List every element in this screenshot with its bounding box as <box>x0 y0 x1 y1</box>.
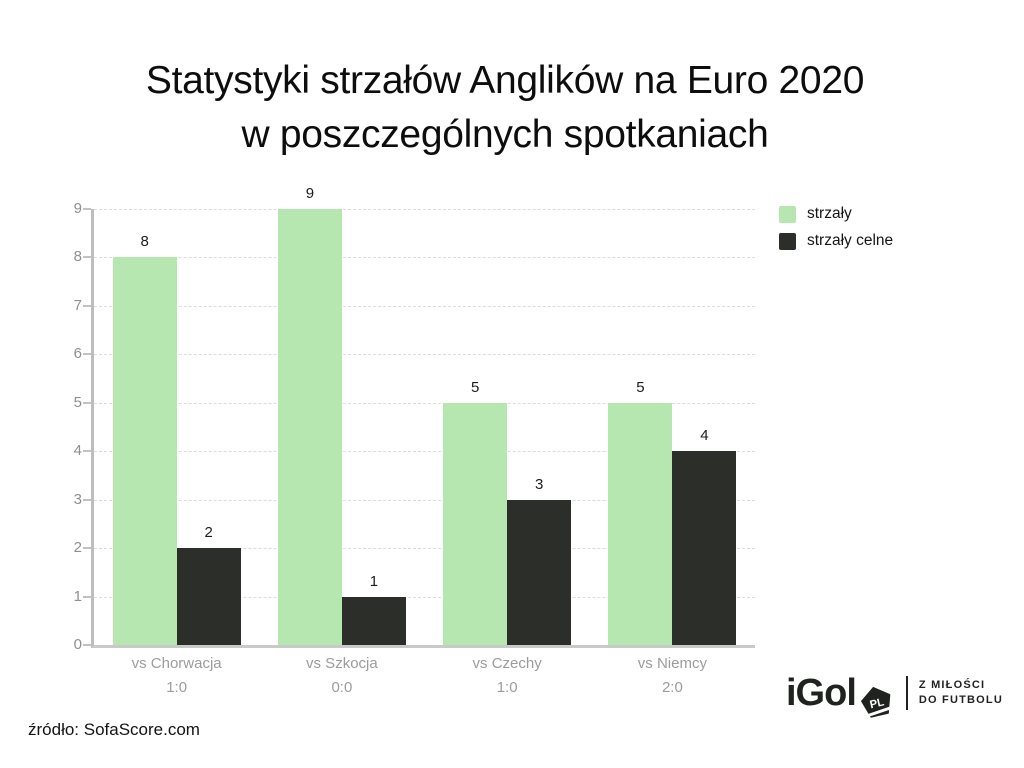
bar-value-label: 1 <box>369 572 379 590</box>
score-label: 0:0 <box>331 679 353 696</box>
gridline-7 <box>94 305 755 307</box>
y-tick-mark-8 <box>83 256 91 259</box>
y-tick-label-3: 3 <box>73 490 82 508</box>
bar-value-label: 5 <box>636 378 645 396</box>
brand-tagline-line1: Z MIŁOŚCI <box>918 679 986 691</box>
x-axis-label-4: vs Niemcy 2:0 <box>602 652 742 700</box>
gridline-4 <box>94 451 755 453</box>
legend-label: strzały <box>807 205 852 222</box>
match-label: vs Szkocja <box>306 655 378 672</box>
brand-tagline: Z MIŁOŚCI DO FUTBOLU <box>919 678 1003 708</box>
legend-item-strzały: strzały <box>779 205 893 223</box>
legend-item-strzały-celne: strzały celne <box>779 232 893 250</box>
bar-value-label: 9 <box>305 185 315 202</box>
x-axis-label-1: vs Chorwacja 1:0 <box>107 652 247 700</box>
legend-swatch <box>779 232 796 250</box>
bar-strzały-4: 5 <box>608 379 673 645</box>
pentagon-ball-icon: PL <box>859 684 894 719</box>
y-tick-mark-2 <box>83 547 91 550</box>
badge-text: PL <box>869 696 886 711</box>
bar-strzały-celne-4: 4 <box>672 427 737 645</box>
y-tick-label-8: 8 <box>73 248 82 266</box>
score-label: 1:0 <box>496 679 518 696</box>
y-tick-mark-7 <box>83 304 91 307</box>
legend-swatch <box>779 205 796 223</box>
match-label: vs Czechy <box>472 655 542 672</box>
y-tick-label-6: 6 <box>73 345 82 363</box>
x-axis-label-2: vs Szkocja 0:0 <box>272 652 412 700</box>
gridline-9 <box>94 209 755 210</box>
logo-divider <box>905 676 908 710</box>
x-axis-labels: vs Chorwacja 1:0 vs Szkocja 0:0 vs Czechy 1:0… <box>94 652 755 700</box>
y-tick-label-2: 2 <box>73 539 82 557</box>
bar-value-label: 2 <box>204 524 213 542</box>
y-tick-mark-9 <box>83 208 91 210</box>
y-tick-label-9: 9 <box>73 200 82 217</box>
match-label: vs Niemcy <box>637 655 707 672</box>
y-tick-mark-0 <box>83 644 91 646</box>
y-tick-mark-4 <box>83 450 91 453</box>
bar-strzały-2: 9 <box>277 185 342 645</box>
bar-strzały-3: 5 <box>443 379 508 645</box>
legend-label: strzały celne <box>807 232 894 249</box>
chart-title-line1: Statystyki strzałów Anglików na Euro 202… <box>145 59 865 102</box>
gridline-2 <box>94 548 755 550</box>
chart-title: Statystyki strzałów Anglików na Euro 202… <box>0 54 1010 162</box>
gridline-5 <box>94 402 755 404</box>
y-tick-label-7: 7 <box>73 296 82 314</box>
bar-strzały-celne-3: 3 <box>507 476 572 645</box>
chart-title-line2: w poszczególnych spotkaniach <box>241 113 769 156</box>
bar-value-label: 8 <box>140 233 149 251</box>
brand-logo: iGol PL Z MIŁOŚCI DO FUTBOLU <box>786 666 1003 720</box>
y-tick-mark-6 <box>83 353 91 356</box>
bar-strzały-celne-2: 1 <box>341 573 406 645</box>
bar-value-label: 4 <box>700 427 709 445</box>
y-tick-mark-1 <box>83 595 91 598</box>
bar-strzały-1: 8 <box>112 233 177 645</box>
source-caption: źródło: SofaScore.com <box>28 720 200 739</box>
bar-strzały-celne-1: 2 <box>176 524 241 645</box>
score-label: 1:0 <box>166 679 188 696</box>
y-tick-label-0: 0 <box>73 636 82 653</box>
legend: strzały strzały celne <box>779 205 893 259</box>
y-tick-label-1: 1 <box>73 587 82 605</box>
brand-tagline-line2: DO FUTBOLU <box>918 694 1003 706</box>
y-tick-mark-3 <box>83 498 91 501</box>
x-axis-label-3: vs Czechy 1:0 <box>437 652 577 700</box>
gridline-8 <box>94 257 755 259</box>
y-tick-label-5: 5 <box>73 393 82 411</box>
y-tick-label-4: 4 <box>73 442 82 460</box>
gridline-1 <box>94 596 755 598</box>
bar-value-label: 5 <box>470 378 480 396</box>
brand-name: iGol <box>786 671 857 714</box>
score-label: 2:0 <box>661 679 683 696</box>
gridline-3 <box>94 499 755 501</box>
gridline-6 <box>94 354 755 356</box>
y-tick-mark-5 <box>83 401 91 404</box>
bar-value-label: 3 <box>534 475 544 493</box>
match-label: vs Chorwacja <box>131 655 222 672</box>
y-axis-labels: 0 1 2 3 4 5 6 7 8 9 <box>48 200 82 653</box>
